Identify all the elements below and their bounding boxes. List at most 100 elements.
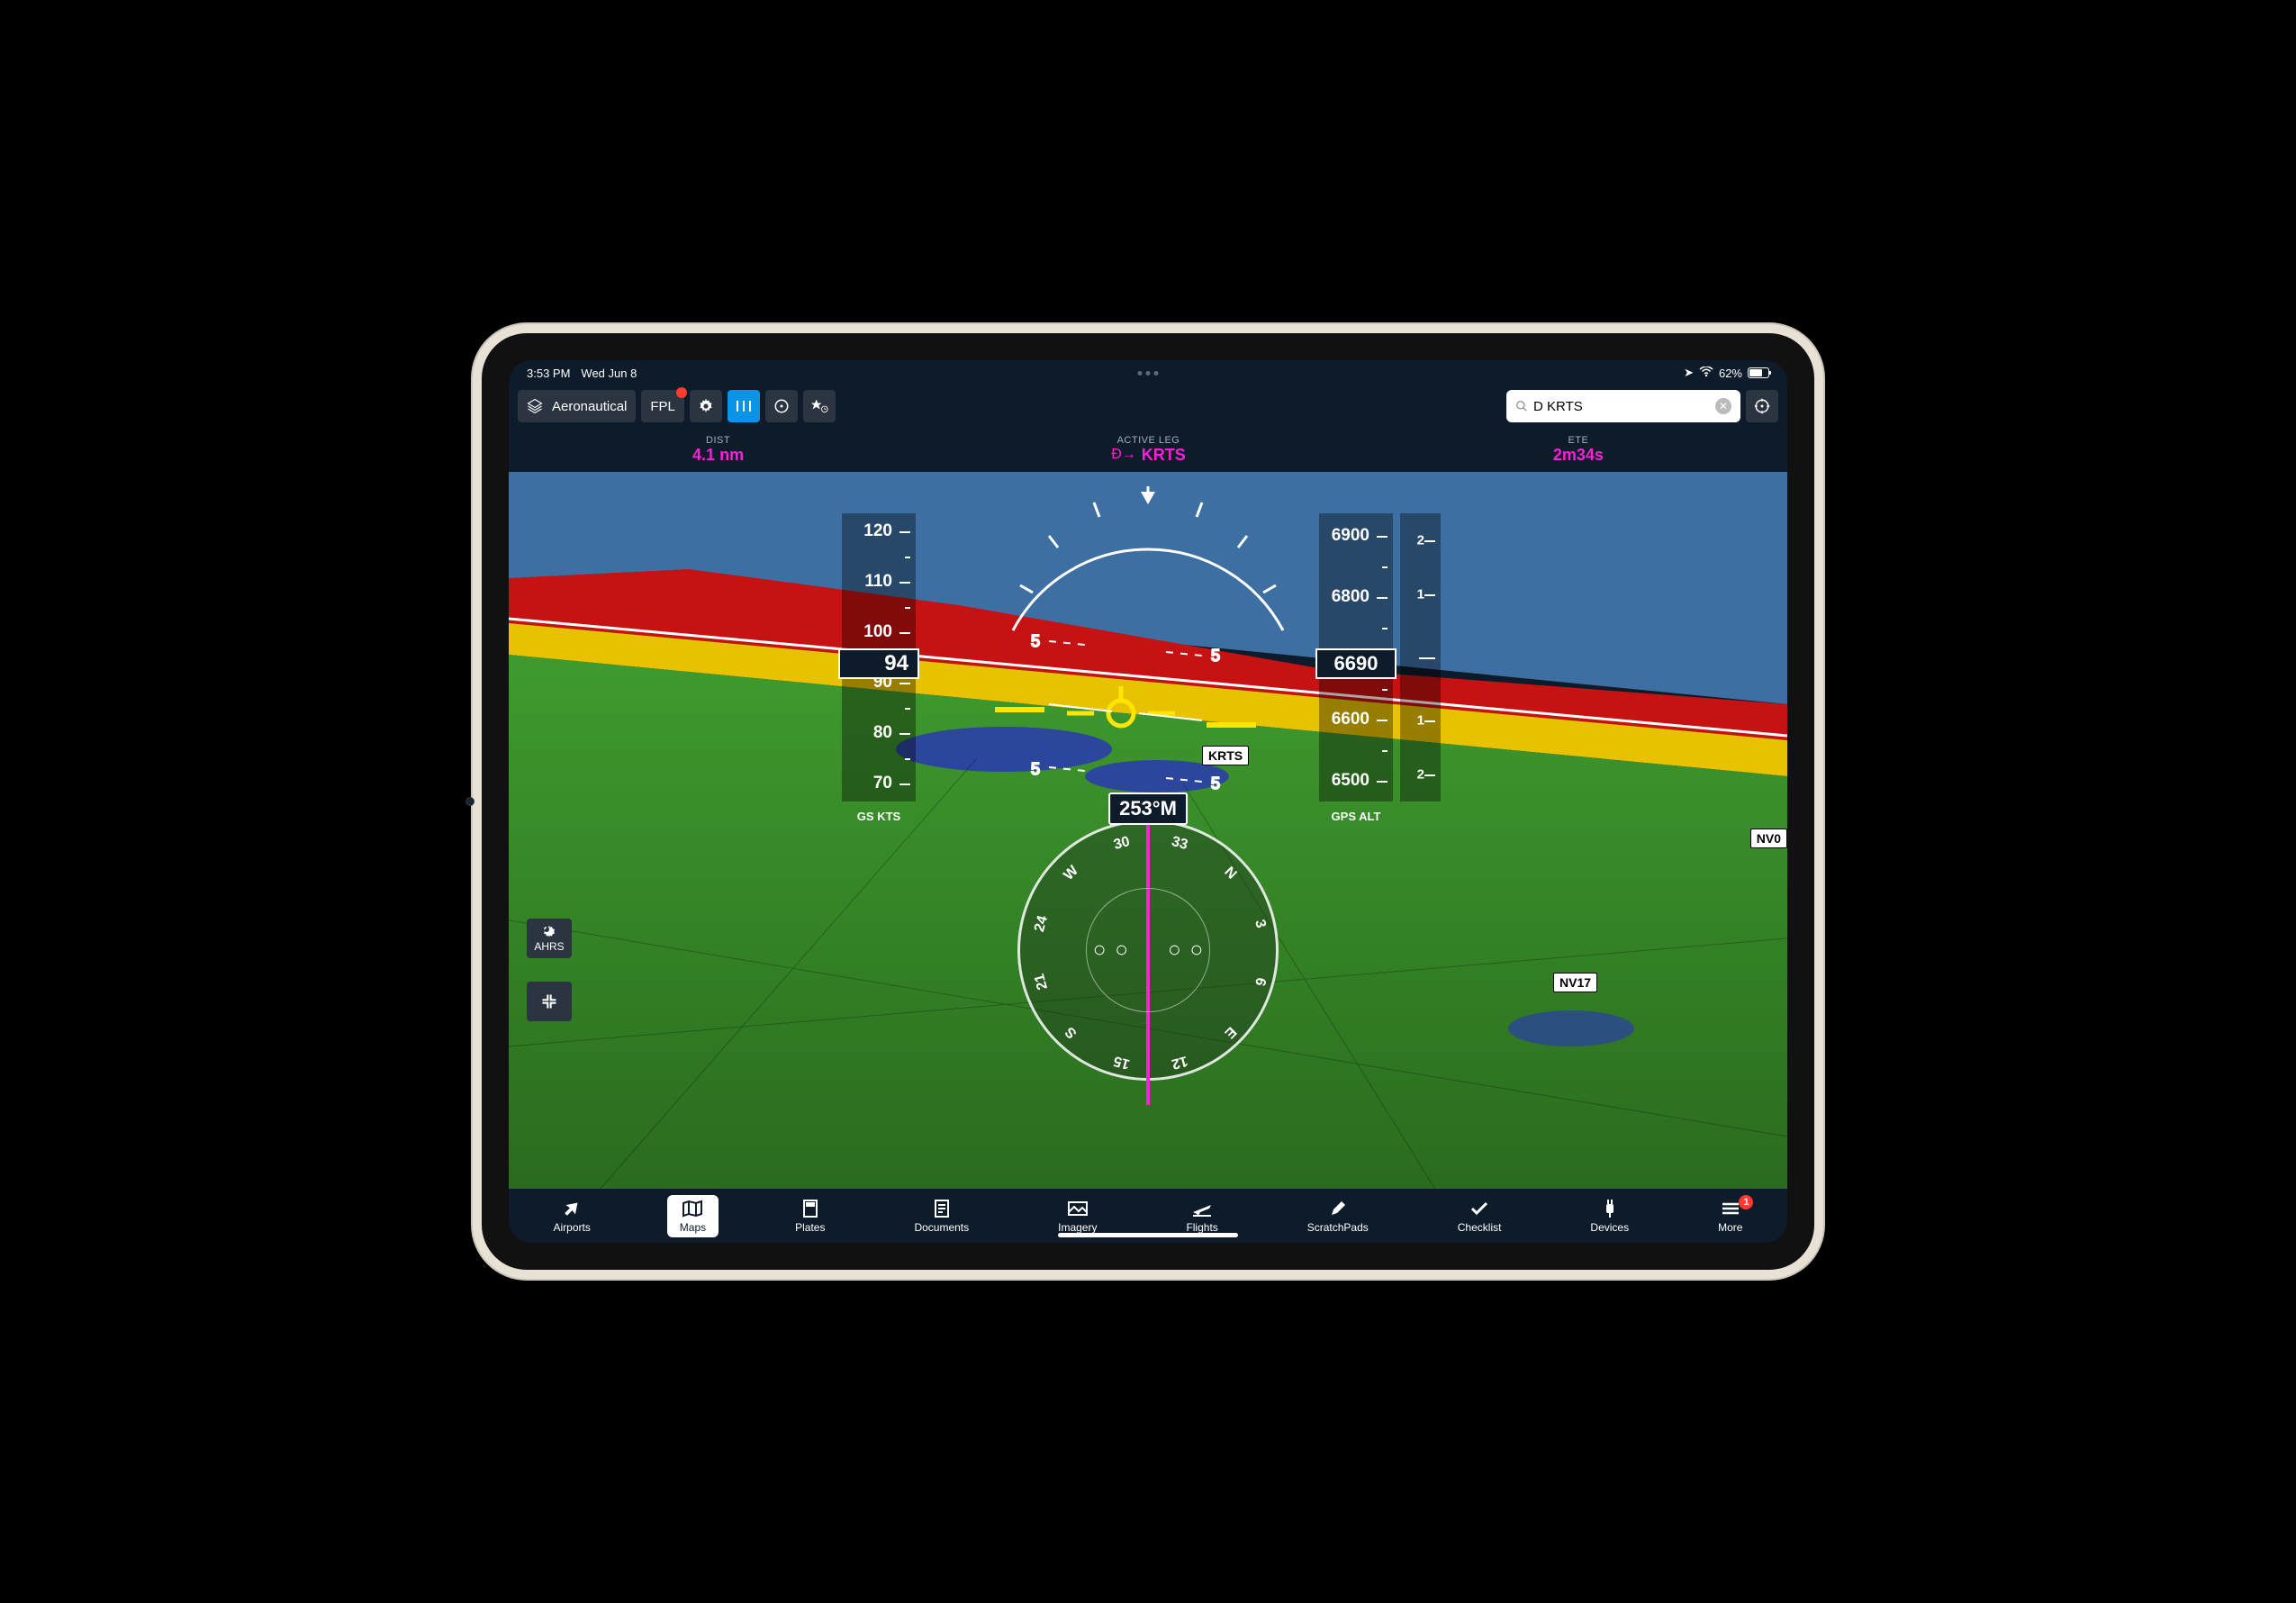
- asi-tick: 70: [873, 774, 892, 793]
- tab-flights[interactable]: Flights: [1173, 1195, 1230, 1237]
- asi-tick: 110: [864, 572, 892, 592]
- documents-icon: [934, 1199, 950, 1218]
- altitude-label: GPS ALT: [1319, 810, 1393, 823]
- altitude-readout: 6690: [1315, 648, 1397, 679]
- vsi-tick: 1: [1417, 587, 1424, 602]
- battery-fill: [1749, 369, 1762, 376]
- tab-devices[interactable]: Devices: [1577, 1195, 1641, 1237]
- tab-documents[interactable]: Documents: [901, 1195, 981, 1237]
- tab-more-label: More: [1718, 1221, 1742, 1234]
- tab-scratchpads[interactable]: ScratchPads: [1295, 1195, 1381, 1237]
- svg-text:5: 5: [1031, 760, 1040, 778]
- search-box[interactable]: ✕: [1506, 390, 1740, 422]
- ahrs-button[interactable]: AHRS: [527, 919, 572, 958]
- home-indicator[interactable]: [1058, 1233, 1238, 1237]
- info-dist: DIST 4.1 nm: [692, 435, 744, 465]
- tab-scratchpads-label: ScratchPads: [1307, 1221, 1369, 1234]
- tab-airports[interactable]: Airports: [540, 1195, 602, 1237]
- fpl-button[interactable]: FPL: [641, 390, 684, 422]
- waypoint-tag-krts[interactable]: KRTS: [1202, 746, 1249, 765]
- favorites-button[interactable]: [803, 390, 836, 422]
- tab-more[interactable]: More 1: [1705, 1195, 1755, 1237]
- altitude-value: 6690: [1334, 652, 1379, 675]
- tab-devices-label: Devices: [1590, 1221, 1629, 1234]
- tab-checklist-label: Checklist: [1458, 1221, 1502, 1234]
- heading-readout: 253°M: [1108, 792, 1188, 825]
- leg-value: KRTS: [1142, 446, 1186, 465]
- alt-tick: 6500: [1332, 771, 1369, 791]
- tab-imagery-label: Imagery: [1058, 1221, 1097, 1234]
- tab-documents-label: Documents: [914, 1221, 969, 1234]
- asi-tick: 100: [863, 622, 892, 642]
- tab-airports-label: Airports: [553, 1221, 590, 1234]
- battery-icon: [1748, 367, 1769, 378]
- search-input[interactable]: [1533, 399, 1715, 414]
- map-icon: [682, 1199, 703, 1218]
- vsi-tick: 1: [1417, 713, 1424, 729]
- info-row: DIST 4.1 nm ACTIVE LEG Ð→ KRTS ETE 2m34s: [509, 427, 1787, 472]
- tab-flights-label: Flights: [1186, 1221, 1217, 1234]
- minimize-button[interactable]: [527, 982, 572, 1021]
- synthetic-vision-button[interactable]: [728, 390, 760, 422]
- ahrs-label: AHRS: [534, 940, 564, 953]
- menu-icon: [1721, 1199, 1740, 1218]
- airspeed-value: 94: [884, 651, 908, 676]
- vsi-tick: 2: [1417, 533, 1424, 548]
- svg-text:5: 5: [1211, 774, 1220, 792]
- altitude-tape: 69006800670066006500 6690 GPS ALT: [1319, 513, 1393, 802]
- fpl-badge: [676, 387, 687, 398]
- pencil-icon: [1329, 1199, 1347, 1218]
- settings-button[interactable]: [690, 390, 722, 422]
- leg-label: ACTIVE LEG: [1111, 435, 1186, 446]
- center-button[interactable]: [1746, 390, 1778, 422]
- waypoint-tag-nv0[interactable]: NV0: [1750, 829, 1787, 848]
- tab-imagery[interactable]: Imagery: [1045, 1195, 1109, 1237]
- dist-value: 4.1 nm: [692, 446, 744, 465]
- wifi-icon: [1699, 367, 1713, 380]
- tab-maps-label: Maps: [680, 1221, 706, 1234]
- ete-label: ETE: [1553, 435, 1604, 446]
- airspeed-tape: 120110100908070 94 GS KTS: [842, 513, 916, 802]
- tab-checklist[interactable]: Checklist: [1445, 1195, 1514, 1237]
- location-icon: ➤: [1684, 366, 1694, 380]
- airspeed-label: GS KTS: [842, 810, 916, 823]
- layers-button[interactable]: Aeronautical: [518, 390, 636, 422]
- plates-icon: [802, 1199, 818, 1218]
- top-toolbar: Aeronautical FPL ✕: [509, 385, 1787, 427]
- waypoint-tag-nv17[interactable]: NV17: [1553, 973, 1597, 992]
- vsi-tick: 2: [1417, 767, 1424, 783]
- instruments-button[interactable]: [765, 390, 798, 422]
- battery-pct: 62%: [1719, 367, 1742, 380]
- tab-plates-label: Plates: [795, 1221, 825, 1234]
- status-bar: 3:53 PM Wed Jun 8 ➤ 62%: [509, 360, 1787, 385]
- status-date: Wed Jun 8: [581, 367, 637, 380]
- svg-text:5: 5: [1031, 632, 1040, 650]
- hsi-compass[interactable]: 24W3033N36E1215S21: [1017, 820, 1279, 1081]
- alt-tick: 6800: [1332, 587, 1369, 607]
- tablet-camera: [466, 797, 475, 806]
- airspeed-readout: 94: [838, 648, 919, 679]
- tab-maps[interactable]: Maps: [667, 1195, 719, 1237]
- ete-value: 2m34s: [1553, 446, 1604, 465]
- alt-tick: 6600: [1332, 710, 1369, 729]
- asi-tick: 120: [863, 521, 892, 541]
- info-leg: ACTIVE LEG Ð→ KRTS: [1111, 435, 1186, 465]
- vsi-tape: 2 1 1 2: [1400, 513, 1441, 802]
- check-icon: [1469, 1199, 1489, 1218]
- svg-text:5: 5: [1211, 647, 1220, 665]
- asi-tick: 80: [873, 723, 892, 743]
- imagery-icon: [1067, 1199, 1089, 1218]
- heading-value: 253°M: [1119, 797, 1177, 820]
- tab-more-badge: 1: [1739, 1195, 1753, 1209]
- flights-icon: [1191, 1199, 1213, 1218]
- dist-label: DIST: [692, 435, 744, 446]
- tab-plates[interactable]: Plates: [782, 1195, 837, 1237]
- airport-icon: [562, 1199, 582, 1218]
- search-clear-button[interactable]: ✕: [1715, 398, 1731, 414]
- status-time: 3:53 PM: [527, 367, 570, 380]
- direct-to-icon: Ð→: [1111, 447, 1136, 463]
- app-screen: 3:53 PM Wed Jun 8 ➤ 62% Aeronautical: [509, 360, 1787, 1243]
- plug-icon: [1603, 1199, 1617, 1218]
- alt-tick: 6900: [1332, 526, 1369, 546]
- fpl-label: FPL: [650, 399, 675, 414]
